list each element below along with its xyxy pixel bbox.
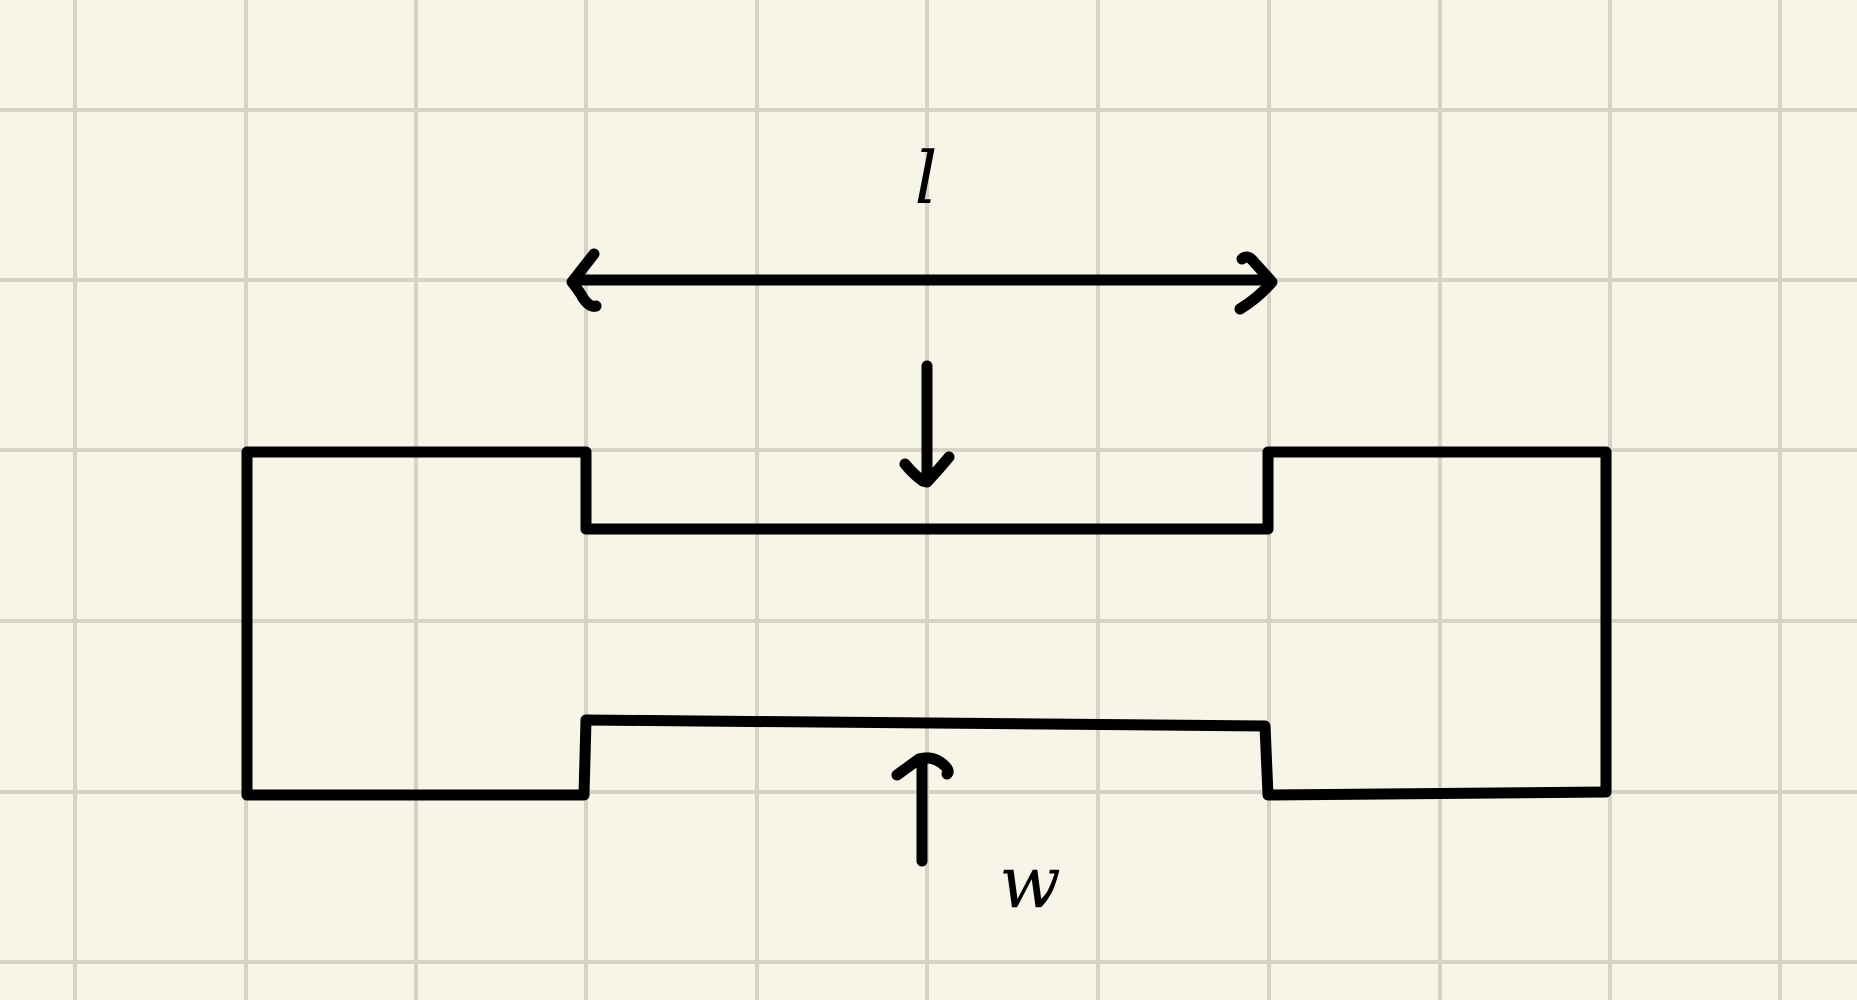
length-arrowhead-left xyxy=(566,248,602,312)
width-arrowhead-top xyxy=(899,451,955,488)
length-dimension: l xyxy=(566,136,1278,315)
width-dimension: w xyxy=(891,360,1061,924)
width-arrowhead-bottom xyxy=(891,752,954,781)
dog-bone-specimen-outline xyxy=(241,446,1612,801)
length-arrowhead-right xyxy=(1234,251,1278,315)
length-label: l xyxy=(914,136,937,220)
width-label: w xyxy=(999,840,1061,924)
